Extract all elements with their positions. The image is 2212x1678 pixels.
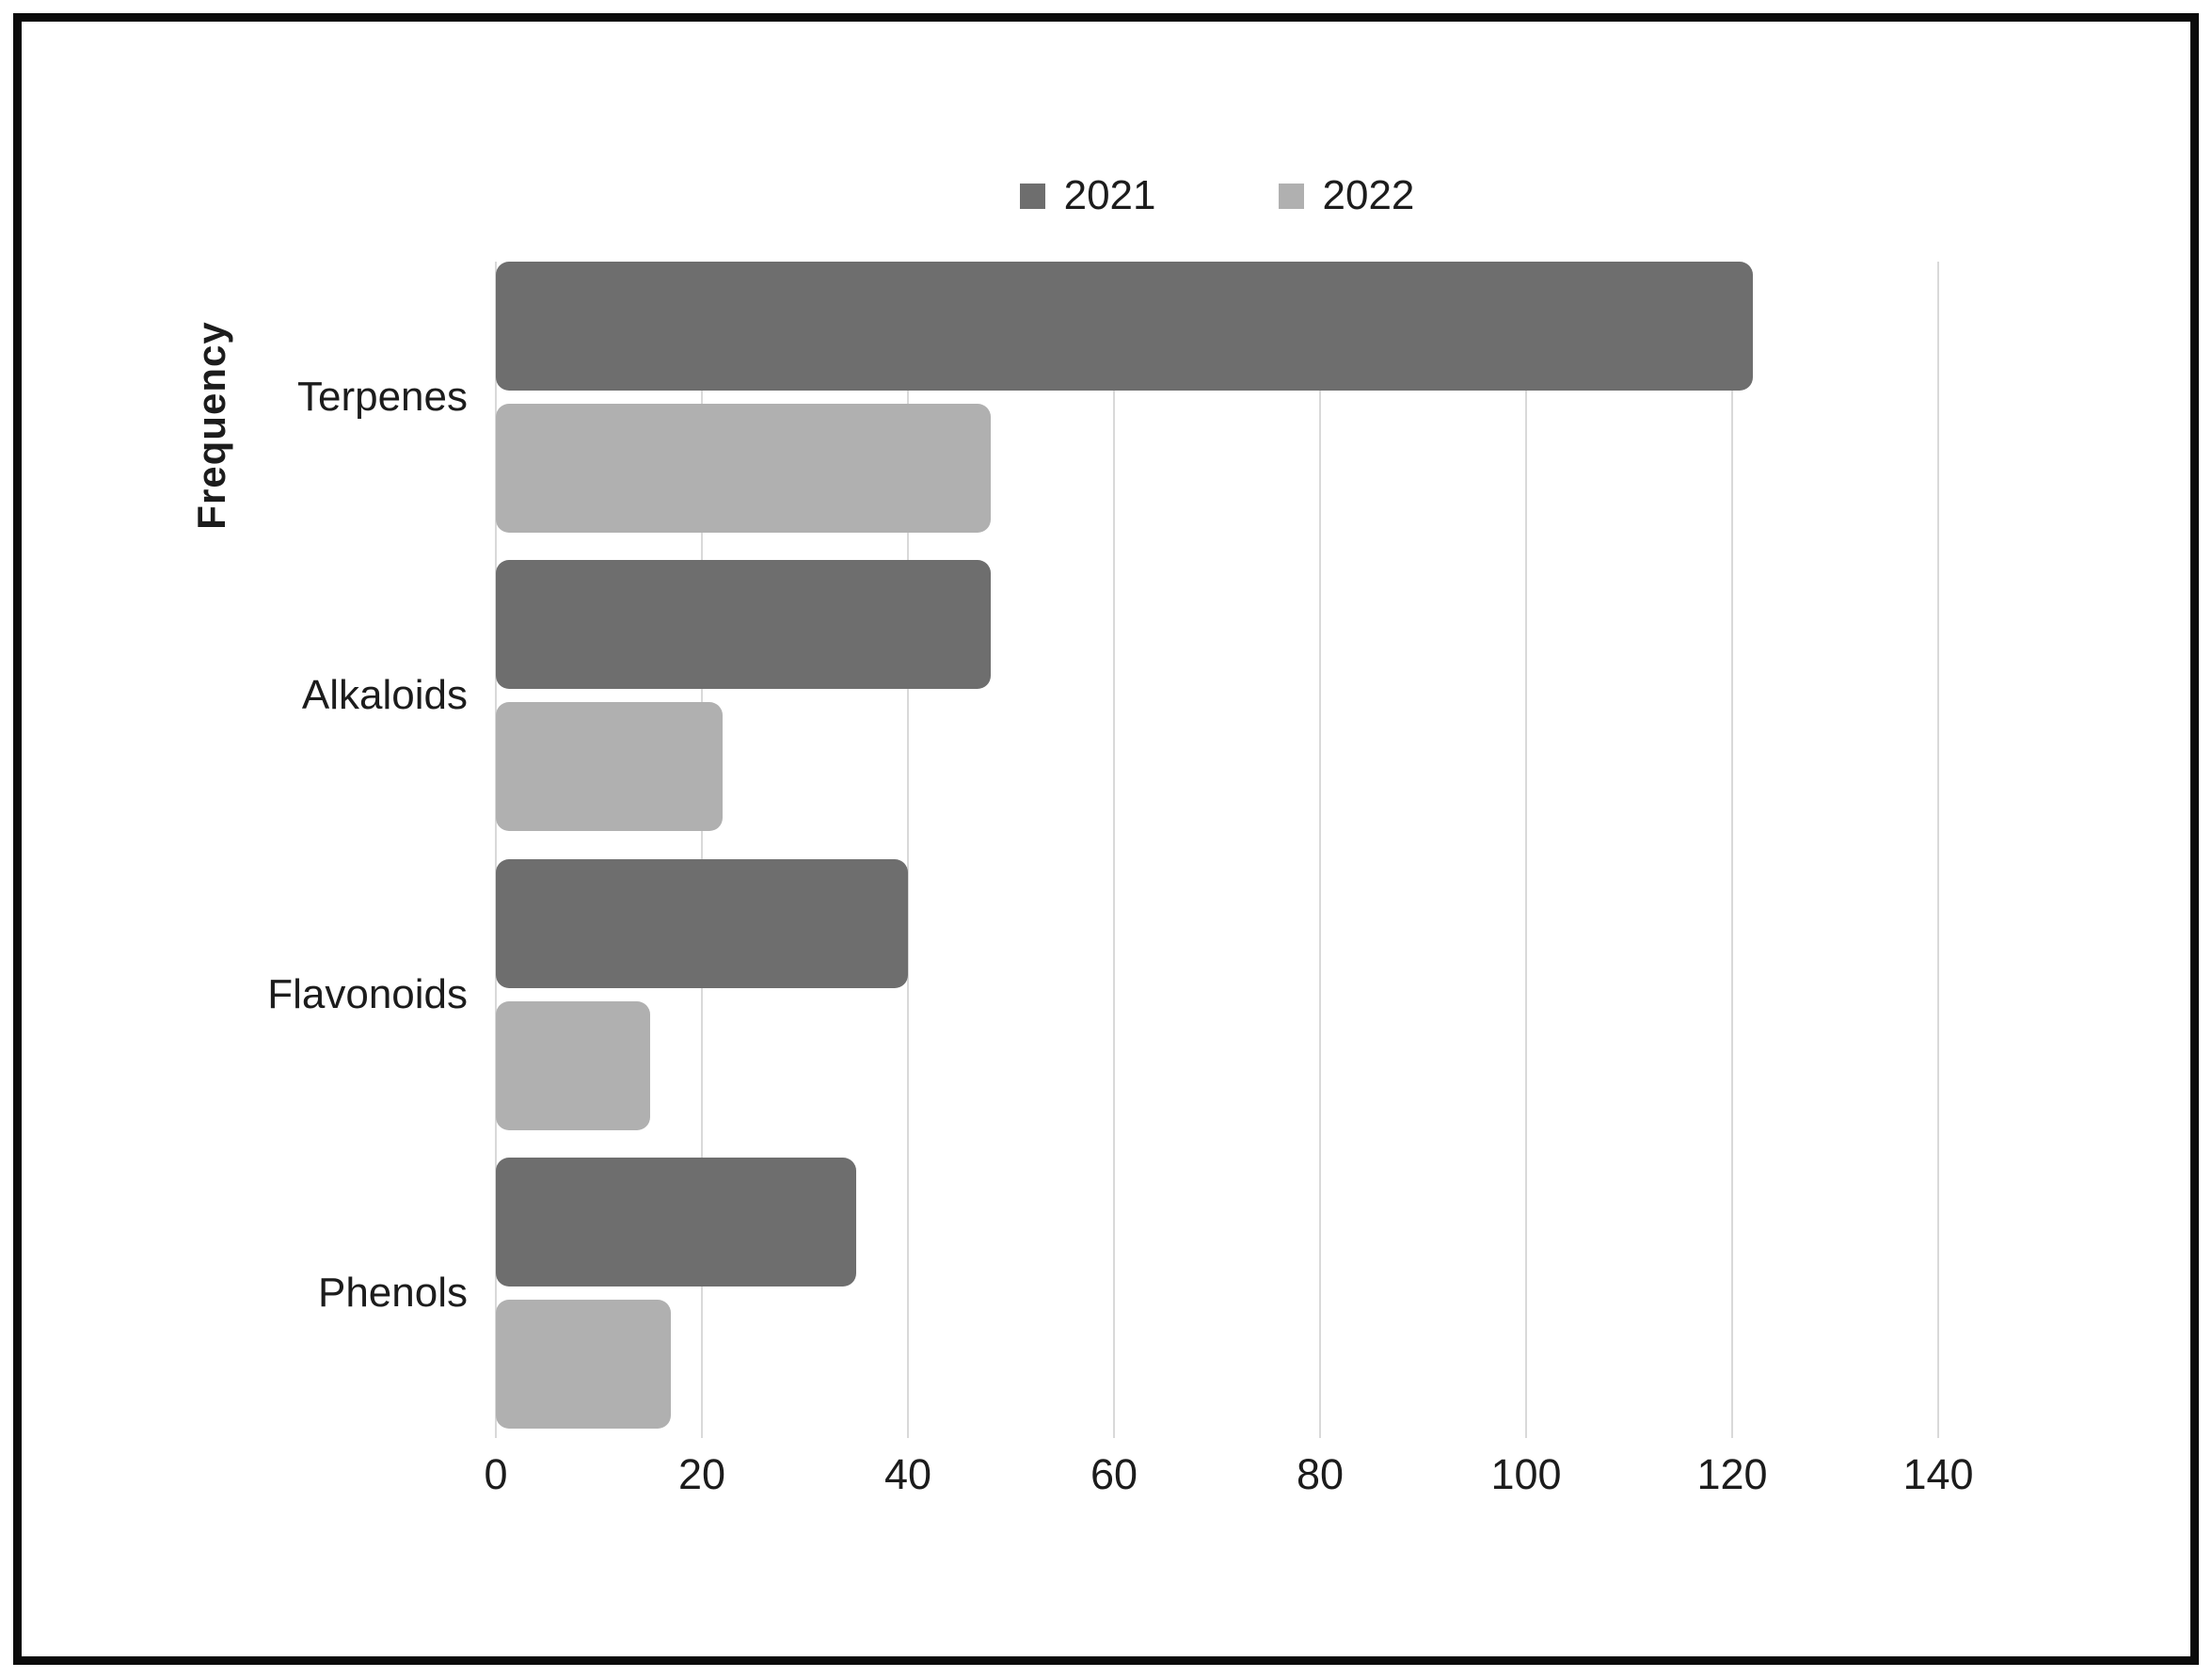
legend-swatch-2022: [1278, 183, 1304, 209]
category-label-alkaloids: Alkaloids: [301, 672, 468, 718]
gridline-0: [495, 262, 497, 1438]
bar-flavonoids-2021: [496, 859, 908, 988]
gridline-40: [907, 262, 909, 1438]
gridline-120: [1731, 262, 1733, 1438]
bar-alkaloids-2022: [496, 702, 723, 831]
x-tick-label-20: 20: [677, 1450, 726, 1498]
gridline-140: [1937, 262, 1939, 1438]
y-axis-title: Frequency: [189, 321, 233, 530]
x-tick-label-40: 40: [883, 1450, 932, 1498]
bar-terpenes-2021: [496, 262, 1753, 391]
bar-alkaloids-2021: [496, 560, 991, 689]
bar-flavonoids-2022: [496, 1001, 650, 1130]
x-tick-label-80: 80: [1296, 1450, 1345, 1498]
bar-phenols-2021: [496, 1158, 856, 1286]
x-tick-label-140: 140: [1902, 1450, 1974, 1498]
x-tick-label-0: 0: [484, 1450, 508, 1498]
legend-item-2021: 2021: [1019, 172, 1156, 219]
bar-terpenes-2022: [496, 404, 991, 533]
gridline-80: [1319, 262, 1321, 1438]
x-tick-label-120: 120: [1696, 1450, 1768, 1498]
gridline-100: [1525, 262, 1527, 1438]
bar-phenols-2022: [496, 1300, 671, 1429]
gridline-60: [1113, 262, 1115, 1438]
gridline-20: [701, 262, 703, 1438]
category-label-terpenes: Terpenes: [296, 374, 468, 420]
category-label-flavonoids: Flavonoids: [267, 971, 468, 1017]
legend-label-2022: 2022: [1322, 172, 1415, 218]
legend-swatch-2021: [1019, 183, 1045, 209]
x-tick-label-60: 60: [1090, 1450, 1138, 1498]
category-label-phenols: Phenols: [317, 1270, 468, 1316]
legend-label-2021: 2021: [1063, 172, 1156, 218]
x-tick-label-100: 100: [1490, 1450, 1562, 1498]
legend-item-2022: 2022: [1278, 172, 1415, 219]
legend: 2021 2022: [496, 168, 1938, 224]
